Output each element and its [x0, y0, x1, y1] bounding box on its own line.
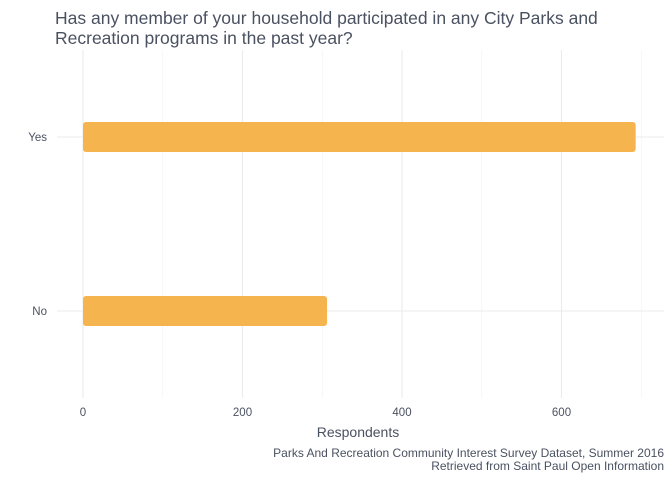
bars: [83, 122, 636, 326]
chart-title: Has any member of your household partici…: [55, 8, 598, 48]
bar-yes: [83, 122, 636, 152]
x-axis-label: Respondents: [316, 424, 400, 440]
y-tick-label: No: [32, 306, 47, 318]
chart-caption: Parks And Recreation Community Interest …: [273, 447, 664, 473]
x-tick-label: 600: [552, 407, 571, 419]
caption-line-1: Parks And Recreation Community Interest …: [273, 446, 664, 460]
x-tick-label: 200: [233, 407, 252, 419]
x-tick-label: 400: [392, 407, 411, 419]
caption-line-2: Retrieved from Saint Paul Open Informati…: [431, 459, 664, 473]
y-tick-label: Yes: [28, 132, 47, 144]
x-tick-label: 0: [80, 407, 86, 419]
x-axis-ticks: 0 200 400 600: [80, 407, 571, 419]
bar-no: [83, 296, 328, 326]
gridlines: [57, 50, 664, 398]
y-axis-labels: Yes No: [28, 132, 47, 318]
